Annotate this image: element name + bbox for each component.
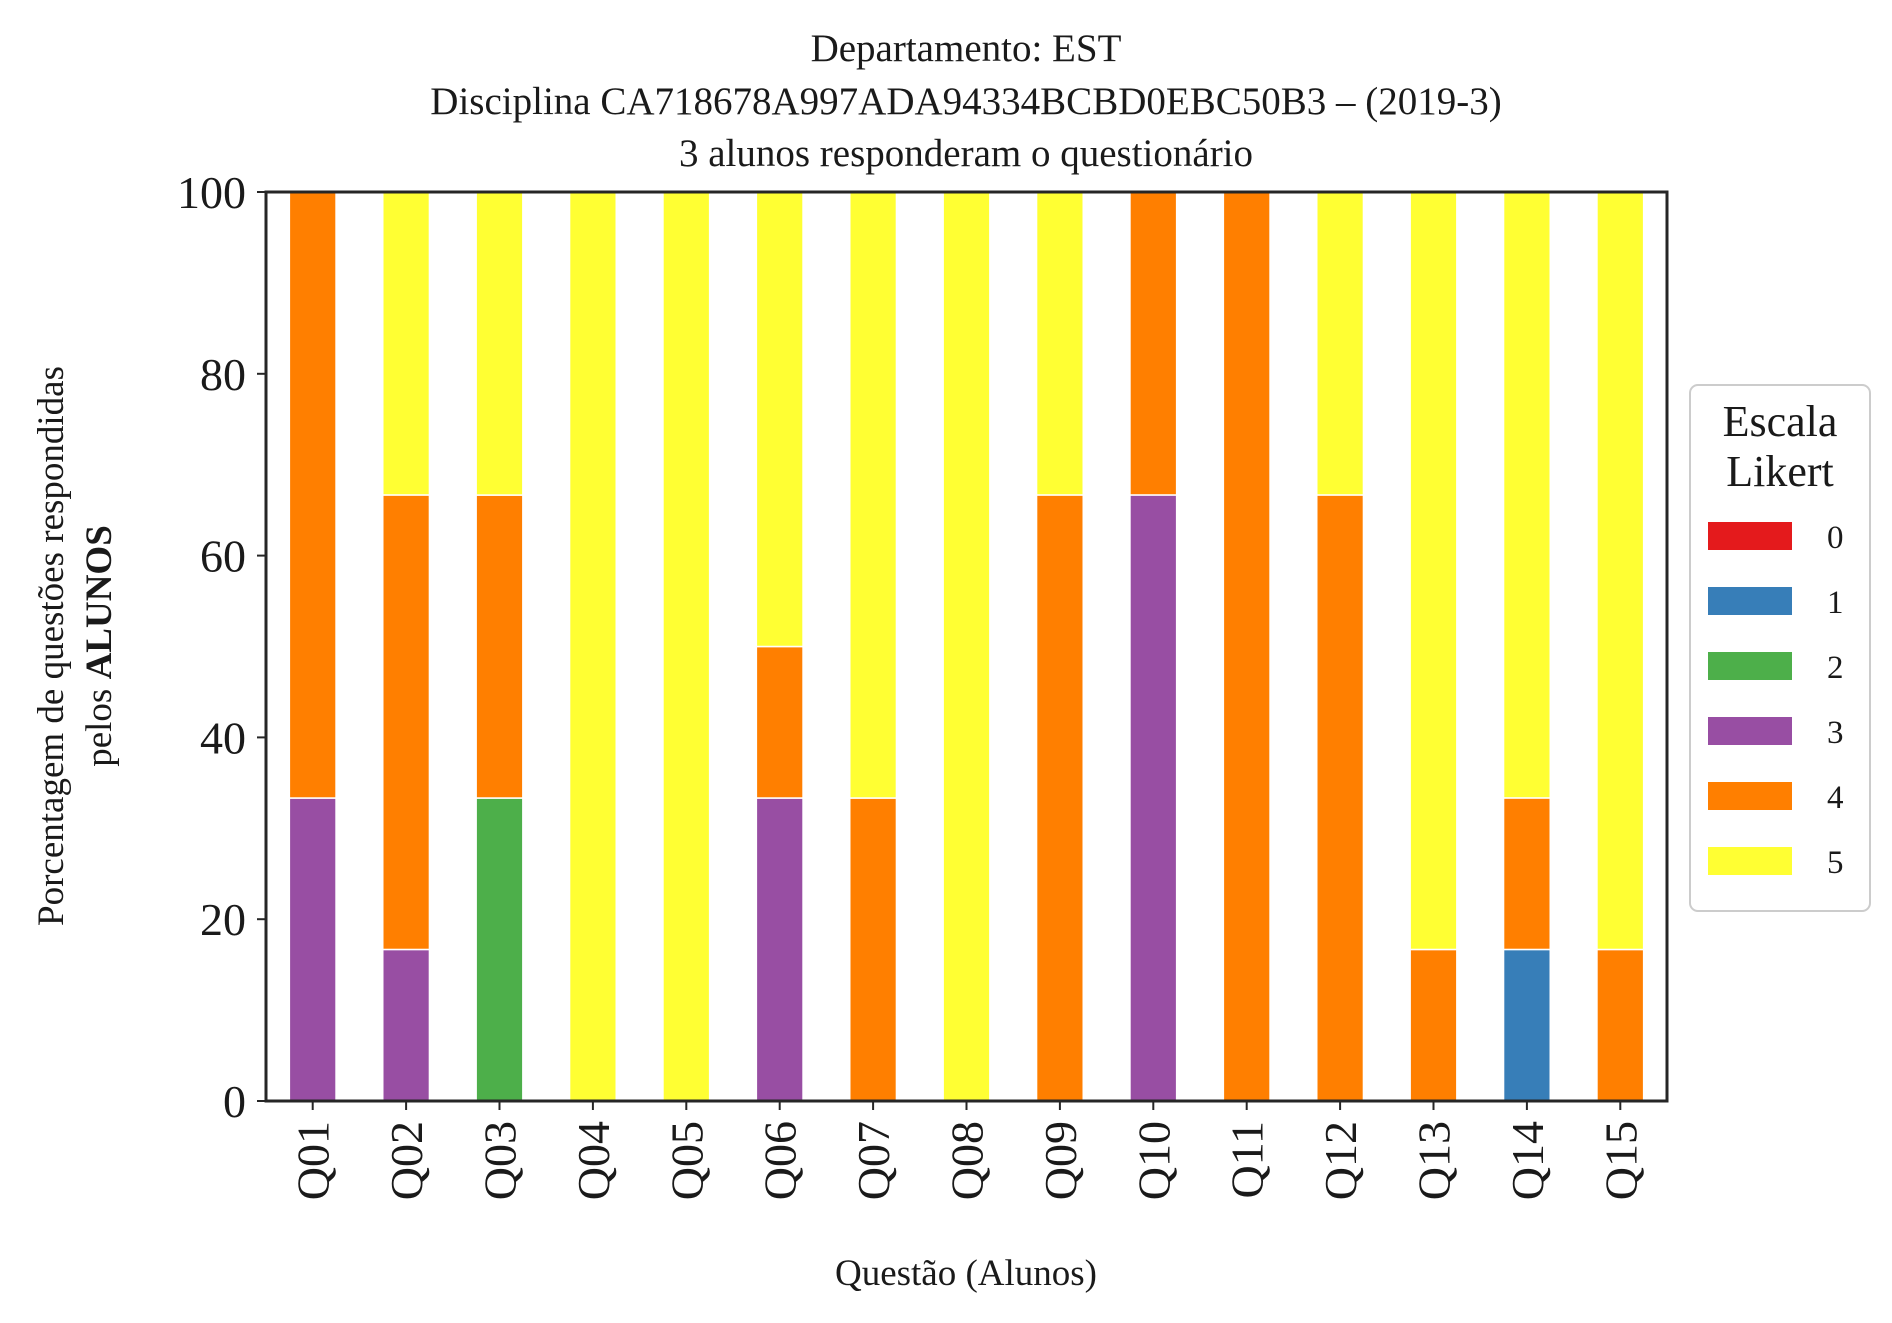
legend-swatch-2 [1708,652,1792,680]
x-tick-label-q02: Q02 [381,1121,432,1200]
legend-swatch-5 [1708,847,1792,875]
bar-q07-likert-4 [849,797,898,1102]
bar-q15-likert-4 [1596,948,1645,1102]
y-tick-label: 0 [223,1076,246,1127]
plot-frame [264,190,1669,1103]
bar-q02-likert-4 [382,494,431,951]
legend-label-5: 5 [1827,845,1844,881]
bar-q01-likert-3 [288,797,337,1102]
x-tick-label-q07: Q07 [848,1121,899,1200]
legend-label-1: 1 [1827,585,1844,621]
bar-q15-likert-5 [1596,191,1645,951]
x-tick-label-q01: Q01 [288,1121,339,1200]
chart-title: Departamento: EST Disciplina CA718678A99… [430,27,1501,175]
x-tick-label-q10: Q10 [1128,1121,1179,1200]
bar-q05-likert-5 [662,191,711,1102]
bar-q10-likert-4 [1129,191,1178,496]
bar-q11-likert-4 [1222,191,1271,1102]
y-tick-label: 40 [200,712,246,763]
bar-q14-likert-1 [1502,948,1552,1102]
bar-q03-likert-2 [475,797,524,1102]
x-tick-label-q11: Q11 [1222,1121,1273,1199]
legend: Escala Likert 0 1 2 3 4 5 [1689,384,1871,912]
legend-title-line2: Likert [1726,447,1834,496]
bar-q06-likert-4 [755,645,804,799]
bar-q02-likert-5 [382,191,431,496]
x-tick-label-q05: Q05 [661,1121,712,1200]
title-line-respondents: 3 alunos responderam o questionário [679,132,1253,175]
y-tick-label: 100 [177,167,246,218]
legend-box [1689,384,1871,912]
legend-label-4: 4 [1827,780,1844,816]
title-line-discipline: Disciplina CA718678A997ADA94334BCBD0EBC5… [430,80,1501,123]
legend-swatch-4 [1708,782,1792,810]
bar-q04-likert-5 [568,191,617,1102]
legend-label-3: 3 [1827,715,1844,751]
bar-q09-likert-5 [1035,191,1085,496]
bar-q02-likert-3 [382,948,431,1102]
title-line-department: Departamento: EST [811,27,1122,70]
bar-q09-likert-4 [1035,494,1085,1102]
x-tick-label-q14: Q14 [1502,1121,1553,1200]
x-tick-label-q15: Q15 [1595,1121,1646,1200]
bar-q13-likert-4 [1409,948,1458,1102]
y-axis-label-prefix: pelos [79,679,120,766]
y-tick-label: 60 [200,531,246,582]
x-axis-label: Questão (Alunos) [835,1253,1097,1294]
bar-q08-likert-5 [942,191,991,1102]
x-axis-ticks: Q01 Q02 Q03 Q04 Q05 Q06 Q07 Q08 Q09 Q10 Q11 Q12 Q13 Q… [288,1101,1646,1200]
bar-q07-likert-5 [849,191,898,799]
bar-q03-likert-5 [475,191,524,496]
legend-label-0: 0 [1827,520,1844,556]
legend-swatch-0 [1708,522,1792,550]
legend-swatch-1 [1708,587,1792,615]
y-axis-label: Porcentagem de questões respondidas pelo… [31,366,120,926]
x-tick-label-q09: Q09 [1035,1121,1086,1200]
bar-q12-likert-4 [1316,494,1365,1102]
bar-q01-likert-4 [288,191,337,799]
y-tick-label: 20 [200,894,246,945]
y-axis-label-bold: ALUNOS [79,525,120,679]
x-tick-label-q13: Q13 [1409,1121,1460,1200]
legend-title-line1: Escala [1723,397,1838,446]
bar-q13-likert-5 [1409,191,1458,951]
bar-q06-likert-5 [755,191,804,648]
bar-q10-likert-3 [1129,494,1178,1102]
x-tick-label-q03: Q03 [475,1121,526,1200]
bar-q14-likert-4 [1502,797,1552,951]
bar-q12-likert-5 [1316,191,1365,496]
x-tick-label-q12: Q12 [1315,1121,1366,1200]
y-tick-label: 80 [200,349,246,400]
legend-swatch-3 [1708,717,1792,745]
bar-q03-likert-4 [475,494,524,799]
bars-group [288,191,1645,1102]
legend-items: 0 1 2 3 4 5 [1708,520,1844,881]
x-tick-label-q08: Q08 [942,1121,993,1200]
bar-q14-likert-5 [1502,191,1552,799]
bar-q06-likert-3 [755,797,804,1102]
x-tick-label-q06: Q06 [755,1121,806,1200]
x-tick-label-q04: Q04 [568,1121,619,1200]
y-axis-label-line1: Porcentagem de questões respondidas [31,366,72,926]
y-axis-label-line2: pelos ALUNOS [79,525,120,767]
y-axis-ticks: 0 20 40 60 80 100 [177,167,266,1127]
legend-label-2: 2 [1827,650,1844,686]
